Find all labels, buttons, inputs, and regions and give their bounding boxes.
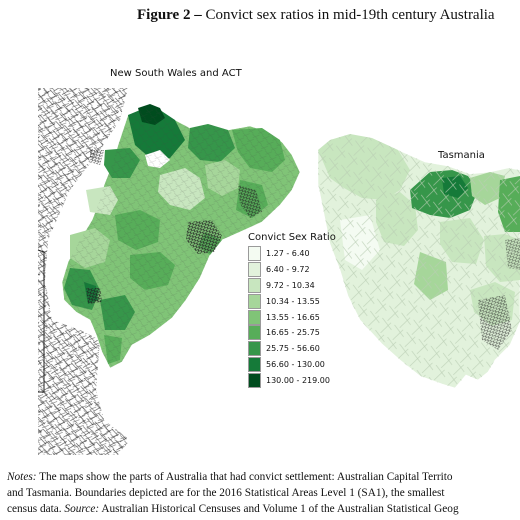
legend-item: 9.72 - 10.34 (248, 277, 358, 294)
legend-label: 6.40 - 9.72 (266, 265, 310, 275)
notes-line-2: and Tasmania. Boundaries depicted are fo… (7, 487, 445, 499)
figure-label: Figure 2 – (137, 7, 202, 23)
choropleth-maps (37, 88, 520, 455)
legend-swatch (248, 262, 261, 278)
legend-swatch (248, 293, 261, 309)
legend-label: 1.27 - 6.40 (266, 249, 310, 259)
notes-line-3b: Australian Historical Censuses and Volum… (101, 503, 459, 515)
figure-title-text: Convict sex ratios in mid-19th century A… (205, 7, 495, 23)
figure-title: Figure 2 – Convict sex ratios in mid-19t… (137, 7, 495, 24)
legend-item: 16.65 - 25.75 (248, 325, 358, 341)
legend-swatch (248, 246, 261, 262)
legend-item: 13.55 - 16.65 (248, 309, 358, 325)
legend-item: 1.27 - 6.40 (248, 246, 358, 262)
legend-label: 13.55 - 16.65 (266, 312, 320, 322)
legend-label: 130.00 - 219.00 (266, 375, 330, 385)
figure-notes: Notes: The maps show the parts of Austra… (7, 469, 520, 517)
nsw-boundary-mesh (37, 88, 130, 455)
legend-swatch (248, 372, 261, 388)
legend-swatch (248, 325, 261, 341)
legend-label: 10.34 - 13.55 (266, 296, 320, 306)
legend-items: 1.27 - 6.40 6.40 - 9.72 9.72 - 10.34 10.34 … (248, 246, 358, 388)
legend-item: 10.34 - 13.55 (248, 293, 358, 309)
notes-label: Notes: (7, 471, 37, 483)
legend-item: 130.00 - 219.00 (248, 372, 358, 388)
nsw-choropleth (61, 104, 301, 369)
legend-swatch (248, 356, 261, 372)
source-label: Source: (64, 503, 100, 515)
legend: Convict Sex Ratio 1.27 - 6.40 6.40 - 9.72… (248, 232, 358, 388)
notes-line-3: census data. Source: Australian Historic… (7, 501, 520, 517)
legend-label: 25.75 - 56.60 (266, 344, 320, 354)
tasmania-map-label: Tasmania (438, 150, 485, 161)
legend-title: Convict Sex Ratio (248, 232, 336, 243)
legend-label: 16.65 - 25.75 (266, 328, 320, 338)
notes-line-1: Notes: The maps show the parts of Austra… (7, 469, 520, 485)
nsw-map-label: New South Wales and ACT (110, 68, 242, 79)
legend-item: 6.40 - 9.72 (248, 262, 358, 278)
legend-swatch (248, 277, 261, 293)
legend-swatch (248, 341, 261, 357)
legend-swatch (248, 309, 261, 325)
legend-item: 25.75 - 56.60 (248, 341, 358, 357)
legend-label: 9.72 - 10.34 (266, 280, 315, 290)
notes-line-1-text: The maps show the parts of Australia tha… (39, 471, 453, 483)
legend-label: 56.60 - 130.00 (266, 359, 325, 369)
legend-item: 56.60 - 130.00 (248, 356, 358, 373)
notes-line-3a: census data. (7, 503, 62, 515)
tasmania-choropleth (317, 133, 520, 389)
